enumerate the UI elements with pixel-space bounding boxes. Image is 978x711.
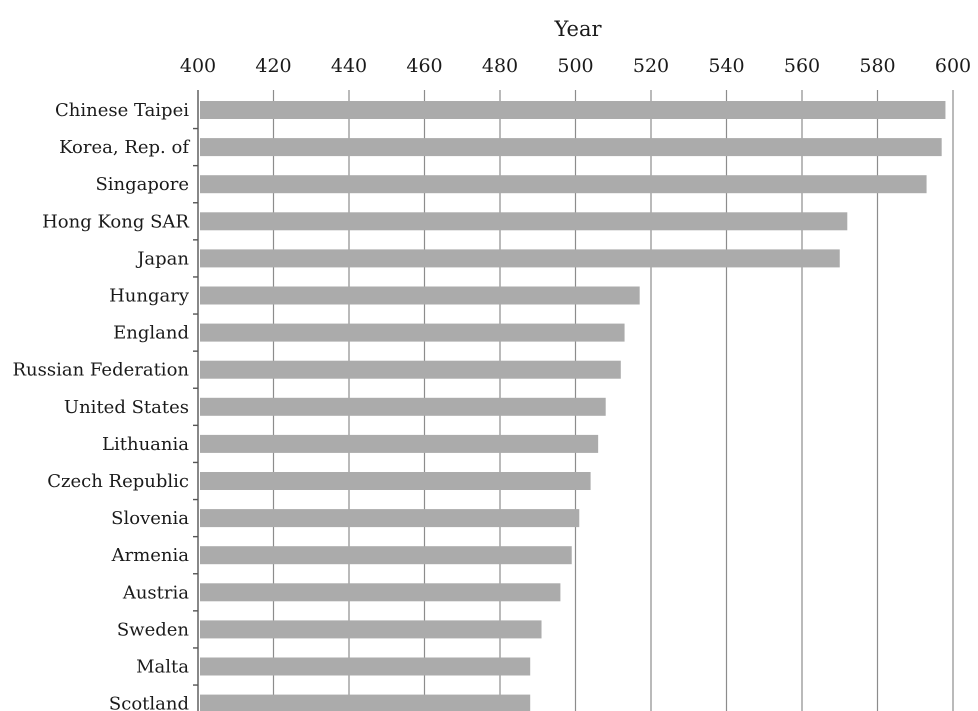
x-tick-labels: 400 420 440 460 480 500 520 540 560 580 600 [180, 55, 971, 77]
category-label: Chinese Taipei [55, 100, 189, 121]
bar [200, 397, 606, 416]
x-tick-label: 420 [255, 55, 291, 77]
x-tick-label: 500 [557, 55, 593, 77]
category-label: Hong Kong SAR [42, 211, 189, 232]
bar [200, 249, 840, 268]
x-tick-label: 600 [935, 55, 971, 77]
category-label: Lithuania [102, 434, 189, 455]
x-tick-label: 540 [708, 55, 744, 77]
bar [200, 694, 531, 711]
x-tick-label: 400 [180, 55, 216, 77]
x-axis-title: Year [553, 17, 602, 41]
bars [193, 101, 946, 711]
category-label: Malta [136, 657, 189, 678]
x-tick-label: 480 [482, 55, 518, 77]
bar [200, 620, 542, 639]
x-tick-label: 460 [406, 55, 442, 77]
bar [200, 101, 946, 119]
bar [200, 286, 640, 305]
x-tick-label: 580 [859, 55, 895, 77]
x-tick-label: 440 [331, 55, 367, 77]
category-label: Armenia [111, 545, 190, 566]
category-label: Scotland [109, 694, 189, 711]
category-labels: Chinese Taipei Korea, Rep. of Singapore Hon… [12, 100, 190, 711]
bar [200, 657, 531, 676]
bar [200, 583, 561, 602]
category-label: Russian Federation [12, 360, 189, 381]
bar [200, 546, 572, 565]
category-label: Sweden [117, 619, 190, 640]
bar [200, 138, 942, 157]
x-tick-label: 560 [784, 55, 820, 77]
bar [200, 509, 580, 528]
x-tick-label: 520 [633, 55, 669, 77]
bar [200, 360, 621, 379]
bar [200, 434, 599, 453]
bar [200, 472, 591, 490]
category-label: Korea, Rep. of [59, 137, 190, 158]
category-label: Slovenia [111, 508, 189, 529]
category-label: Singapore [95, 174, 189, 195]
category-label: Czech Republic [47, 471, 189, 492]
category-label: England [113, 323, 189, 344]
category-label: Japan [135, 248, 189, 269]
bar [200, 175, 927, 194]
category-label: Hungary [109, 286, 190, 307]
category-label: United States [64, 397, 189, 418]
bar [200, 323, 625, 342]
category-label: Austria [122, 582, 189, 603]
bar [200, 212, 848, 231]
